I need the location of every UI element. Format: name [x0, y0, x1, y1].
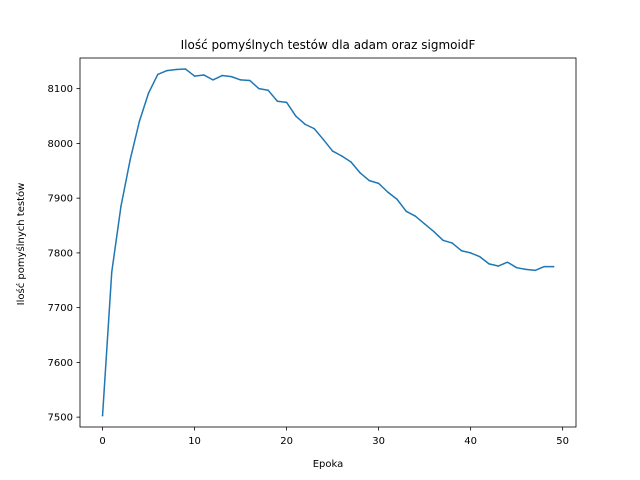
data-point	[451, 242, 453, 244]
y-tick-label: 7900	[48, 194, 73, 205]
x-axis-ticks: 0 10 20 30 40 50	[99, 427, 569, 447]
y-tick-label: 8100	[48, 84, 73, 95]
data-point	[138, 120, 141, 123]
data-point	[285, 101, 288, 104]
data-point	[525, 268, 527, 271]
data-point	[534, 269, 536, 272]
x-tick-label: 30	[372, 436, 385, 447]
x-tick-label: 0	[99, 436, 105, 447]
data-point	[184, 68, 187, 70]
plot-frame	[79, 57, 577, 428]
x-tick-label: 50	[556, 436, 569, 447]
data-point	[166, 69, 168, 72]
data-point	[295, 115, 297, 117]
y-axis-label: Ilość pomyślnych testów	[15, 183, 27, 306]
data-point	[304, 123, 306, 125]
data-point	[101, 414, 104, 417]
data-point	[147, 92, 150, 94]
data-point	[331, 150, 334, 152]
data-point	[276, 100, 279, 103]
x-tick-label: 40	[464, 436, 477, 447]
data-point	[230, 75, 233, 78]
data-point	[414, 215, 417, 217]
data-point	[267, 89, 269, 92]
data-point	[387, 191, 389, 193]
x-tick-label: 10	[188, 436, 201, 447]
y-axis-ticks: 7500 7600 7700 7800 7900 8000 8100	[48, 84, 80, 424]
data-point	[341, 155, 343, 157]
data-point	[433, 230, 435, 233]
data-point	[368, 179, 371, 182]
data-point	[313, 127, 315, 130]
data-point	[239, 79, 242, 81]
data-point	[377, 182, 380, 185]
data-point	[552, 265, 555, 268]
plot-area	[101, 68, 555, 417]
data-point	[129, 159, 131, 161]
data-point	[442, 239, 444, 242]
data-point	[322, 138, 325, 141]
data-point	[488, 263, 490, 265]
y-tick-label: 7800	[48, 248, 73, 259]
data-point	[193, 75, 196, 77]
y-tick-label: 7500	[48, 413, 73, 424]
data-point	[110, 271, 113, 273]
data-point	[175, 68, 177, 71]
x-axis-label: Epoka	[313, 459, 344, 470]
data-point	[157, 73, 159, 76]
data-point	[221, 74, 223, 77]
data-point	[396, 198, 398, 200]
chart-title: Ilość pomyślnych testów dla adam oraz si…	[181, 38, 476, 52]
data-point	[479, 255, 481, 258]
data-point	[506, 261, 509, 263]
data-point	[423, 223, 426, 225]
data-point	[120, 205, 122, 208]
data-point	[497, 265, 499, 267]
data-point	[515, 266, 518, 269]
data-point	[460, 249, 463, 252]
data-point	[249, 79, 251, 82]
y-tick-label: 7700	[48, 303, 73, 314]
data-point	[203, 74, 205, 76]
x-tick-label: 20	[280, 436, 293, 447]
data-point	[469, 252, 472, 254]
data-point	[359, 172, 361, 174]
y-tick-label: 7600	[48, 358, 73, 369]
y-tick-label: 8000	[48, 139, 73, 150]
data-point	[258, 87, 260, 90]
data-point	[543, 265, 546, 268]
data-point	[350, 161, 352, 163]
series-line	[101, 68, 555, 417]
data-point	[212, 79, 214, 81]
data-point	[405, 210, 407, 213]
